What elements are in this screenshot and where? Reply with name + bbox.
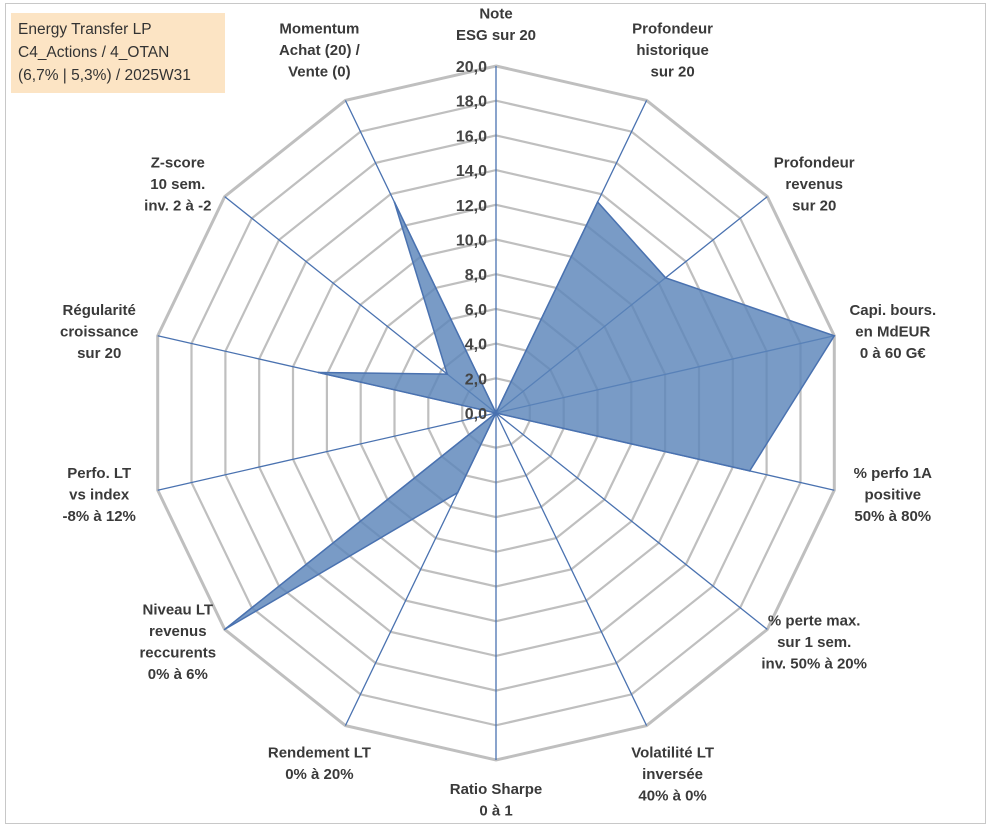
axis-label-line: Volatilité LT — [631, 745, 714, 762]
axis-label-line: vs index — [69, 487, 130, 504]
axis-label-line: Capi. bours. — [849, 302, 936, 319]
axis-label-line: Z-score — [151, 155, 205, 172]
radar-series — [223, 200, 836, 631]
axis-label: Régularité croissance sur 20 — [60, 302, 138, 362]
axis-label-line: Momentum — [279, 20, 359, 37]
axis-label: % perfo 1A positive 50% à 80% — [854, 465, 933, 525]
series-point — [495, 412, 497, 414]
series-point — [833, 335, 836, 337]
axis-label-line: Vente (0) — [288, 63, 351, 80]
axis-label-line: croissance — [60, 323, 138, 340]
tick-label: 10,0 — [456, 233, 487, 250]
tick-label: 8,0 — [465, 267, 487, 284]
series-point — [446, 373, 449, 375]
axis-label: Capi. bours. en MdEUR 0 à 60 G€ — [849, 302, 936, 362]
axis-label-line: sur 20 — [77, 345, 121, 362]
axis-label-line: sur 1 sem. — [777, 634, 851, 651]
tick-label: 14,0 — [456, 163, 487, 180]
axis-label-line: 0% à 20% — [285, 766, 353, 783]
series-area — [224, 200, 836, 631]
axis-label-line: Rendement LT — [268, 745, 371, 762]
tick-label: 12,0 — [456, 198, 487, 215]
axis-label-line: revenus — [149, 623, 207, 640]
axis-label-line: 50% à 80% — [854, 508, 931, 525]
axis-labels: Note ESG sur 20 Profondeur historique sur 20… — [60, 6, 936, 820]
tick-label: 6,0 — [465, 302, 487, 319]
title-line-category: C4_Actions / 4_OTAN — [18, 44, 170, 61]
axis-label-line: inversée — [642, 766, 703, 783]
axis-label-line: ESG sur 20 — [456, 27, 536, 44]
series-point — [748, 470, 751, 472]
axis-label-line: Achat (20) / — [279, 42, 361, 59]
axis-label-line: Profondeur — [774, 155, 855, 172]
axis-label: Z-score 10 sem. inv. 2 à -2 — [144, 155, 211, 215]
series-point — [596, 201, 599, 203]
axis-label-line: 0% à 6% — [148, 666, 208, 683]
axis-label: Note ESG sur 20 — [456, 6, 536, 45]
series-point — [393, 201, 396, 203]
series-point — [223, 628, 226, 631]
axis-label-line: en MdEUR — [855, 323, 930, 340]
axis-label-line: 0 à 60 G€ — [860, 345, 927, 362]
axis-label-line: inv. 2 à -2 — [144, 198, 211, 215]
tick-label: 20,0 — [456, 59, 487, 76]
axis-label-line: revenus — [785, 176, 843, 193]
axis-label-line: Note — [479, 6, 512, 23]
tick-label: 4,0 — [465, 337, 487, 354]
axis-label-line: historique — [636, 42, 709, 59]
axis-label-line: Niveau LT — [143, 602, 214, 619]
axis-label-line: Ratio Sharpe — [450, 781, 543, 798]
radial-tick-labels: 0,0 2,0 4,0 6,0 8,0 10,0 12,0 14,0 16,0 18,0 20,0 — [456, 59, 487, 423]
axis-label-line: -8% à 12% — [63, 508, 136, 525]
axis-label-line: 40% à 0% — [638, 788, 706, 805]
axis-spoke — [495, 412, 648, 726]
axis-label-line: inv. 50% à 20% — [761, 655, 867, 672]
axis-label: Volatilité LT inversée 40% à 0% — [631, 745, 714, 805]
series-point — [317, 371, 320, 374]
axis-label-line: reccurents — [139, 645, 216, 662]
axis-label-line: % perfo 1A — [854, 465, 933, 482]
axis-label: Rendement LT 0% à 20% — [268, 745, 371, 784]
axis-label-line: Perfo. LT — [67, 465, 131, 482]
axis-label-line: positive — [864, 487, 921, 504]
axis-label-line: 0 à 1 — [479, 803, 512, 820]
tick-label: 18,0 — [456, 94, 487, 111]
axis-label-line: Régularité — [63, 302, 136, 319]
axis-label: Profondeur historique sur 20 — [632, 20, 713, 80]
tick-label: 0,0 — [465, 406, 487, 423]
axis-spoke — [157, 412, 497, 491]
axis-label-line: % perte max. — [768, 612, 861, 629]
axis-label: Ratio Sharpe 0 à 1 — [450, 781, 543, 820]
title-line-period: (6,7% | 5,3%) / 2025W31 — [18, 67, 191, 84]
title-line-company: Energy Transfer LP — [18, 21, 152, 38]
axis-label-line: Profondeur — [632, 20, 713, 37]
axis-label-line: sur 20 — [792, 198, 836, 215]
series-point — [664, 277, 667, 279]
series-point — [456, 491, 459, 494]
axis-label-line: 10 sem. — [150, 176, 205, 193]
axis-label: % perte max. sur 1 sem. inv. 50% à 20% — [761, 612, 867, 672]
axis-label: Momentum Achat (20) / Vente (0) — [279, 20, 361, 80]
chart-title-box: Energy Transfer LP C4_Actions / 4_OTAN (… — [11, 13, 225, 93]
tick-label: 16,0 — [456, 128, 487, 145]
tick-label: 2,0 — [465, 371, 487, 388]
axis-label: Niveau LT revenus reccurents 0% à 6% — [139, 602, 216, 684]
axis-label: Profondeur revenus sur 20 — [774, 155, 855, 215]
axis-label-line: sur 20 — [650, 63, 694, 80]
axis-spoke — [495, 412, 768, 630]
axis-label: Perfo. LT vs index -8% à 12% — [63, 465, 136, 525]
